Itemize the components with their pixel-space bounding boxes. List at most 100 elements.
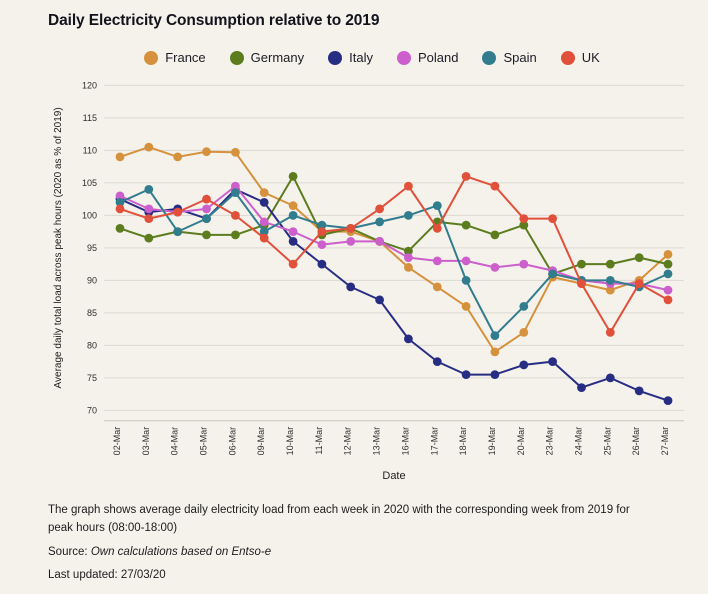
data-point-france-10-Mar <box>288 201 298 211</box>
legend-label: France <box>165 50 206 65</box>
data-point-italy-09-Mar <box>259 198 269 207</box>
y-tick-label: 110 <box>83 145 97 155</box>
series-line-uk <box>119 175 669 334</box>
data-point-france-06-Mar <box>231 147 240 157</box>
data-point-poland-02-Mar <box>115 191 125 201</box>
x-tick-label: 02-Mar <box>112 427 122 456</box>
data-point-spain-20-Mar <box>519 302 529 311</box>
x-tick-label: 17-Mar <box>429 427 439 456</box>
data-point-uk-18-Mar <box>461 172 471 181</box>
data-point-poland-05-Mar <box>202 204 211 214</box>
data-point-poland-13-Mar <box>375 237 384 246</box>
legend-label: Poland <box>417 50 459 65</box>
x-axis-title: Date <box>382 470 405 482</box>
page-title: Daily Electricity Consumption relative t… <box>48 12 380 29</box>
footnote-last-updated: Last updated: 27/03/20 <box>48 569 166 582</box>
data-point-spain-19-Mar <box>490 331 500 340</box>
data-point-france-17-Mar <box>432 282 442 292</box>
data-point-uk-27-Mar <box>663 295 673 305</box>
x-tick-label: 09-Mar <box>256 427 266 456</box>
data-point-italy-16-Mar <box>404 334 413 344</box>
electricity-consumption-line-chart: 70 75 80 85 90 95 100 105 110 115 120 02-Mar 03-Mar 0… <box>53 80 684 482</box>
data-point-italy-19-Mar <box>490 370 500 379</box>
x-tick-label: 27-Mar <box>660 427 670 456</box>
x-tick-label: 16-Mar <box>400 427 410 456</box>
data-point-germany-20-Mar <box>519 220 529 230</box>
legend-swatch-poland <box>396 50 411 65</box>
data-point-germany-05-Mar <box>202 230 211 240</box>
data-point-france-03-Mar <box>144 142 154 152</box>
x-tick-label: 05-Mar <box>199 427 209 456</box>
legend-item-spain: Spain <box>482 50 537 65</box>
data-point-italy-18-Mar <box>461 370 471 379</box>
y-tick-label: 105 <box>82 178 97 188</box>
series-line-france <box>119 146 669 353</box>
data-point-spain-23-Mar <box>548 269 557 279</box>
data-point-poland-12-Mar <box>346 237 356 246</box>
x-tick-label: 03-Mar <box>141 427 151 456</box>
data-point-uk-20-Mar <box>519 214 529 224</box>
data-point-france-25-Mar <box>605 285 615 295</box>
data-point-poland-20-Mar <box>519 259 529 269</box>
legend-swatch-italy <box>328 50 343 65</box>
data-point-uk-02-Mar <box>115 204 125 214</box>
data-point-spain-10-Mar <box>288 211 298 220</box>
data-point-spain-03-Mar <box>144 185 154 194</box>
data-point-uk-19-Mar <box>490 181 500 191</box>
data-point-spain-16-Mar <box>404 211 413 220</box>
data-point-germany-19-Mar <box>490 230 500 240</box>
data-point-spain-27-Mar <box>663 269 673 279</box>
source-text: Own calculations based on Entso-e <box>90 545 272 558</box>
x-tick-label: 20-Mar <box>516 427 526 456</box>
y-tick-label: 115 <box>83 113 97 123</box>
data-point-france-19-Mar <box>490 347 500 357</box>
x-tick-label: 24-Mar <box>574 427 584 456</box>
x-tick-label: 18-Mar <box>458 427 468 456</box>
data-point-poland-16-Mar <box>404 253 413 262</box>
data-point-uk-24-Mar <box>577 279 586 288</box>
data-point-germany-26-Mar <box>634 253 644 262</box>
legend-item-germany: Germany <box>229 50 304 65</box>
data-point-italy-12-Mar <box>346 282 356 292</box>
data-point-spain-09-Mar <box>259 227 269 237</box>
source-label: Source: <box>48 545 91 558</box>
data-point-spain-11-Mar <box>317 220 327 230</box>
legend-item-poland: Poland <box>396 50 459 65</box>
data-point-italy-10-Mar <box>288 237 298 246</box>
y-tick-label: 100 <box>82 210 97 220</box>
data-point-italy-20-Mar <box>519 360 529 370</box>
data-point-uk-12-Mar <box>346 224 356 233</box>
data-point-uk-06-Mar <box>231 211 240 220</box>
data-point-germany-02-Mar <box>115 224 125 233</box>
chart-area: 70 75 80 85 90 95 100 105 110 115 120 02-Mar 03-Mar 0… <box>48 67 698 492</box>
data-point-uk-23-Mar <box>548 214 557 224</box>
y-tick-label: 70 <box>87 405 97 415</box>
data-point-germany-27-Mar <box>663 259 673 269</box>
data-point-uk-16-Mar <box>404 181 413 191</box>
data-point-italy-23-Mar <box>548 357 557 366</box>
legend-item-france: France <box>144 50 206 65</box>
footnote-source: Source: Own calculations based on Entso-… <box>48 544 648 562</box>
data-point-italy-17-Mar <box>432 357 442 366</box>
data-point-spain-13-Mar <box>375 217 384 227</box>
data-point-germany-24-Mar <box>577 259 586 269</box>
legend-swatch-germany <box>229 50 244 65</box>
data-point-france-20-Mar <box>519 328 529 337</box>
data-point-italy-27-Mar <box>663 396 673 405</box>
data-point-france-04-Mar <box>173 152 183 162</box>
legend-label: Italy <box>349 50 373 65</box>
x-tick-label: 26-Mar <box>631 427 641 456</box>
footnote-description: The graph shows average daily electricit… <box>48 504 630 534</box>
data-point-uk-13-Mar <box>375 204 384 214</box>
data-point-poland-09-Mar <box>259 217 269 227</box>
data-point-uk-26-Mar <box>634 279 644 288</box>
data-point-france-09-Mar <box>259 188 269 197</box>
x-tick-label: 13-Mar <box>372 427 382 456</box>
y-axis-title: Average daily total load across peak hou… <box>53 107 64 388</box>
series-germany <box>115 172 673 279</box>
data-point-italy-25-Mar <box>605 373 615 383</box>
data-point-france-18-Mar <box>461 302 471 311</box>
data-point-poland-11-Mar <box>317 240 327 250</box>
data-point-uk-04-Mar <box>173 207 183 217</box>
